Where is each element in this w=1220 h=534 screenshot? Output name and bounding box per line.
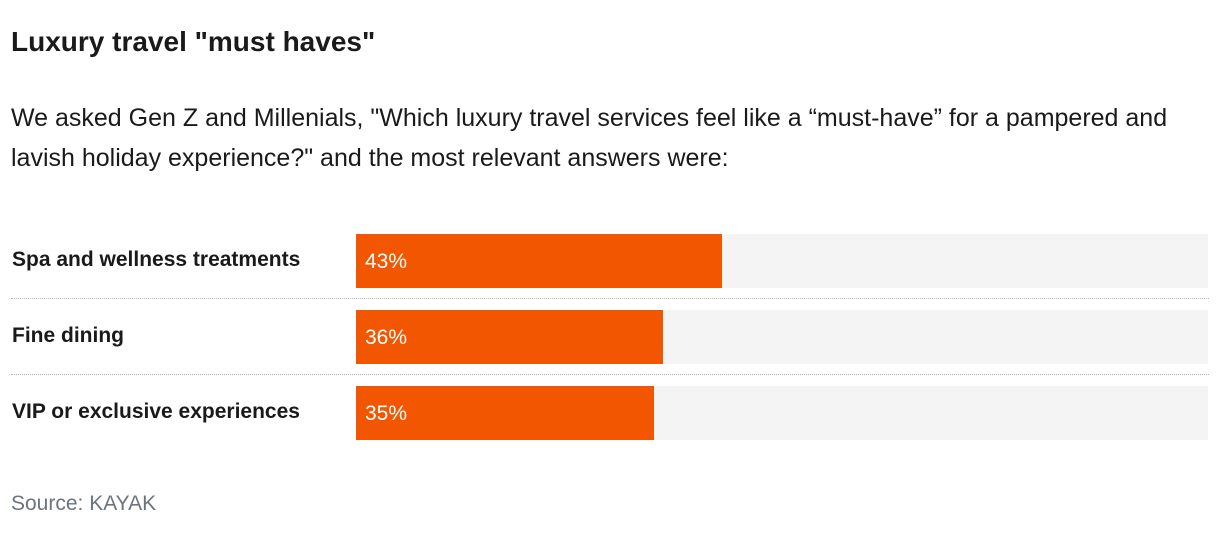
bar-track: 43% bbox=[356, 234, 1208, 288]
category-label: Spa and wellness treatments bbox=[12, 248, 301, 271]
chart-subtitle: We asked Gen Z and Millenials, "Which lu… bbox=[11, 104, 1168, 172]
chart-title: Luxury travel "must haves" bbox=[11, 26, 376, 57]
row-divider bbox=[11, 374, 1209, 375]
bar: 36% bbox=[356, 310, 663, 364]
data-label: 35% bbox=[365, 402, 408, 425]
bar: 43% bbox=[356, 234, 723, 288]
bar: 35% bbox=[356, 386, 655, 440]
category-label: VIP or exclusive experiences bbox=[12, 400, 300, 423]
bar-track: 36% bbox=[356, 310, 1208, 364]
bar-row: Fine dining 36% bbox=[11, 298, 1209, 364]
data-label: 36% bbox=[365, 326, 408, 349]
data-label: 43% bbox=[365, 250, 408, 273]
bar-chart: Spa and wellness treatments 43% Fine dinin… bbox=[11, 234, 1209, 440]
row-divider bbox=[11, 298, 1209, 299]
bar-row: Spa and wellness treatments 43% bbox=[11, 234, 1209, 288]
bar-row: VIP or exclusive experiences 35% bbox=[11, 374, 1209, 440]
bar-track: 35% bbox=[356, 386, 1208, 440]
source-note: Source: KAYAK bbox=[11, 492, 157, 515]
category-label: Fine dining bbox=[12, 324, 124, 347]
